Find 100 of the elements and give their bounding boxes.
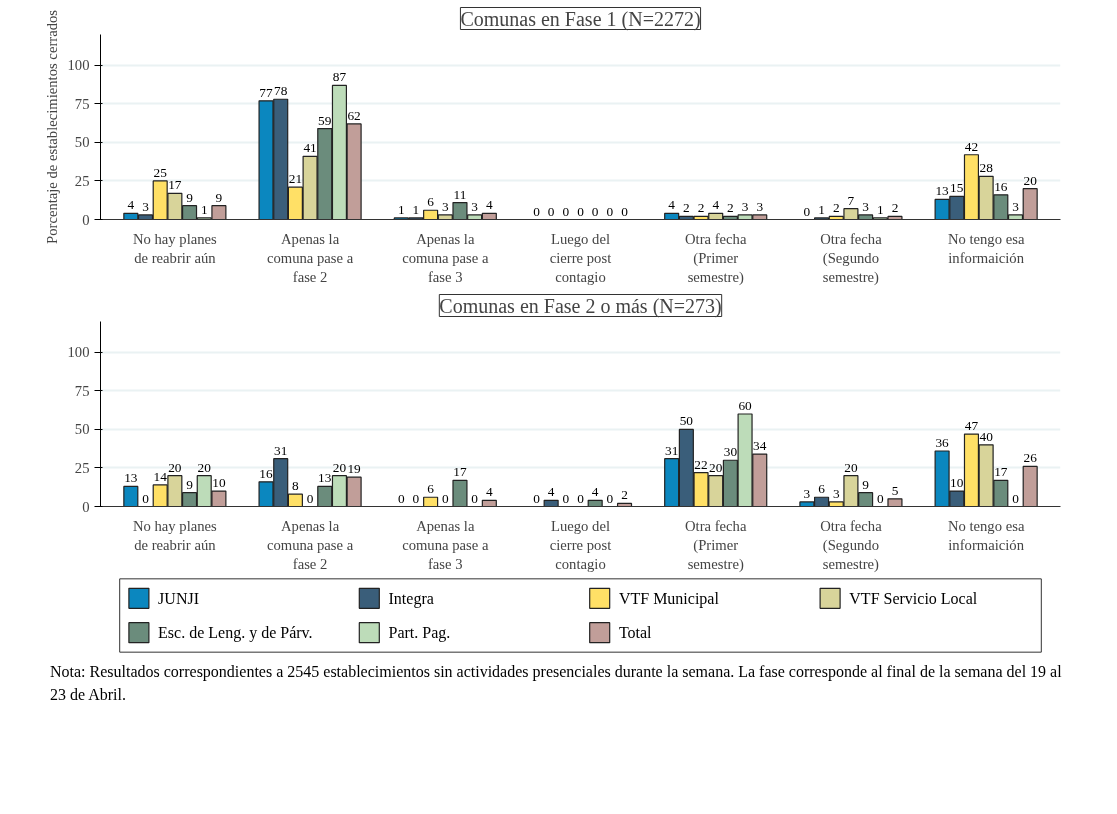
data-label: 20 (332, 459, 347, 475)
data-label: 19 (347, 461, 362, 477)
chart-title: Comunas en Fase 2 o más (N=273) (439, 294, 722, 318)
data-label: 87 (332, 69, 347, 85)
y-tick-label: 50 (74, 134, 90, 151)
data-label: 1 (200, 201, 208, 217)
data-label: 3 (471, 198, 479, 214)
data-label: 9 (186, 189, 194, 205)
data-label: 9 (186, 476, 194, 492)
data-label: 26 (1023, 450, 1038, 466)
data-label: 1 (818, 201, 825, 217)
data-label: 6 (427, 481, 435, 497)
data-label: 3 (803, 485, 811, 501)
data-label: 13 (935, 183, 950, 199)
data-label: 31 (274, 442, 288, 458)
text: Nota: Resultados correspondientes a 2545 establecimientos sin actividades presenciales durante la semana. La fase corresponde al final de la semana del 19 al 23 de Abril. (50, 662, 1063, 705)
data-label: 8 (292, 478, 300, 494)
data-label: 47 (964, 418, 979, 434)
data-label: 3 (441, 198, 449, 214)
data-label: 40 (979, 428, 994, 444)
data-label: 2 (832, 200, 840, 216)
data-label: 5 (891, 482, 899, 498)
data-label: 0 (876, 490, 884, 506)
data-label: 78 (274, 83, 288, 99)
data-label: 3 (1012, 198, 1020, 214)
legend-label: VTF Servicio Local (849, 589, 978, 607)
data-label: 21 (288, 171, 303, 187)
y-tick-label: 75 (74, 382, 90, 399)
data-label: 9 (215, 189, 223, 205)
data-label: 1 (397, 201, 405, 217)
data-label: 50 (679, 413, 694, 429)
data-label: 3 (741, 198, 749, 214)
x-tick-label: Apenas la comuna pase a fase 3 (402, 517, 489, 572)
data-label: 13 (124, 470, 138, 486)
data-label: 41 (303, 140, 317, 156)
data-label: 11 (453, 186, 467, 202)
data-label: 16 (259, 465, 274, 481)
data-label: 14 (153, 468, 168, 484)
data-label: 62 (347, 107, 361, 123)
data-label: 3 (142, 198, 150, 214)
y-tick-label: 25 (74, 172, 90, 189)
data-label: 1 (412, 201, 420, 217)
data-label: 0 (606, 203, 614, 219)
data-label: 20 (168, 459, 182, 475)
data-label: 16 (994, 178, 1008, 194)
data-label: 20 (197, 459, 212, 475)
y-tick-label: 25 (74, 459, 90, 476)
data-label: 0 (803, 203, 811, 219)
x-tick-label: Otra fecha (Segundo semestre) (820, 230, 883, 286)
y-tick-label: 50 (74, 421, 90, 438)
x-tick-label: Otra fecha (Segundo semestre) (820, 517, 883, 573)
data-label: 0 (621, 203, 629, 219)
data-label: 6 (818, 481, 826, 497)
data-label: 9 (862, 476, 870, 492)
data-label: 60 (738, 398, 753, 413)
y-tick-label: 100 (67, 57, 90, 74)
data-label: 25 (153, 164, 168, 180)
data-label: 36 (935, 435, 950, 450)
data-label: 4 (712, 197, 720, 213)
data-label: 28 (979, 160, 994, 176)
x-tick-label: Apenas la comuna pase a fase 3 (402, 230, 489, 285)
data-label: 77 (259, 84, 274, 100)
data-label: 0 (577, 203, 585, 219)
data-label: 0 (1012, 490, 1020, 506)
data-label: 17 (168, 177, 182, 193)
x-tick-label: Apenas la comuna pase a fase 2 (266, 517, 354, 572)
data-label: 4 (591, 484, 599, 500)
data-label: 3 (862, 198, 870, 214)
data-label: 0 (397, 490, 405, 506)
x-tick-label: Apenas la comuna pase a fase 2 (266, 230, 354, 285)
x-tick-label: No tengo esa informaición (947, 517, 1025, 553)
legend-label: Total (618, 624, 653, 642)
y-tick-label: 0 (82, 498, 90, 515)
legend-label: JUNJI (158, 589, 199, 607)
data-label: 59 (318, 112, 332, 128)
data-label: 0 (441, 490, 449, 506)
data-label: 0 (412, 490, 420, 506)
data-label: 17 (453, 464, 467, 480)
data-label: 0 (533, 490, 541, 506)
data-label: 22 (694, 456, 708, 472)
data-label: 0 (562, 203, 570, 219)
data-label: 31 (665, 442, 679, 458)
x-tick-label: No tengo esa informaición (947, 230, 1025, 266)
data-label: 0 (591, 203, 599, 219)
data-label: 13 (318, 470, 332, 486)
data-label: 0 (577, 490, 585, 506)
x-tick-label: Luego del cierre post contagio (549, 517, 612, 572)
data-label: 0 (306, 490, 314, 506)
x-tick-label: Otra fecha (Primer semestre) (685, 230, 747, 286)
legend-label: VTF Municipal (618, 589, 720, 608)
data-label: 20 (709, 459, 723, 475)
data-label: 0 (562, 490, 570, 506)
x-tick-label: No hay planes de reabrir aún (132, 230, 218, 266)
data-label: 30 (723, 444, 738, 460)
data-label: 10 (950, 475, 964, 491)
data-label: 20 (844, 459, 858, 475)
data-label: 1 (876, 201, 884, 217)
data-label: 0 (547, 203, 555, 219)
data-label: 0 (533, 203, 541, 219)
data-label: 0 (606, 490, 614, 506)
